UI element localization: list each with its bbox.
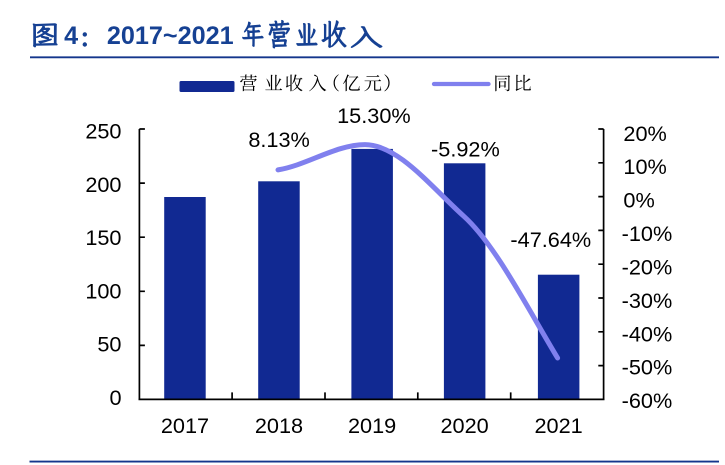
svg-text:-10%: -10% <box>622 221 673 246</box>
svg-text:-50%: -50% <box>622 355 673 380</box>
svg-text:4: 4 <box>64 22 78 50</box>
svg-text:2019: 2019 <box>348 413 396 438</box>
svg-text:20%: 20% <box>623 121 666 146</box>
svg-text:-40%: -40% <box>622 321 673 346</box>
svg-text:0: 0 <box>109 385 121 410</box>
svg-text:2020: 2020 <box>440 413 488 438</box>
svg-text:0%: 0% <box>623 188 654 213</box>
svg-text:100: 100 <box>85 278 121 303</box>
svg-text:8.13%: 8.13% <box>248 127 310 152</box>
svg-text:-30%: -30% <box>622 288 673 313</box>
svg-text:15.30%: 15.30% <box>337 103 411 128</box>
svg-text:250: 250 <box>85 119 121 144</box>
svg-text:200: 200 <box>85 172 121 197</box>
svg-text:-20%: -20% <box>622 255 673 280</box>
svg-text:2021: 2021 <box>534 413 582 438</box>
svg-text:2017~2021: 2017~2021 <box>107 22 234 50</box>
svg-text:50: 50 <box>97 332 121 357</box>
svg-text:-60%: -60% <box>622 388 673 413</box>
svg-text:2018: 2018 <box>255 413 303 438</box>
svg-text:-47.64%: -47.64% <box>510 227 591 252</box>
svg-text:2017: 2017 <box>161 413 209 438</box>
svg-text:150: 150 <box>85 225 121 250</box>
svg-text:-5.92%: -5.92% <box>431 137 500 162</box>
svg-text:10%: 10% <box>623 154 666 179</box>
